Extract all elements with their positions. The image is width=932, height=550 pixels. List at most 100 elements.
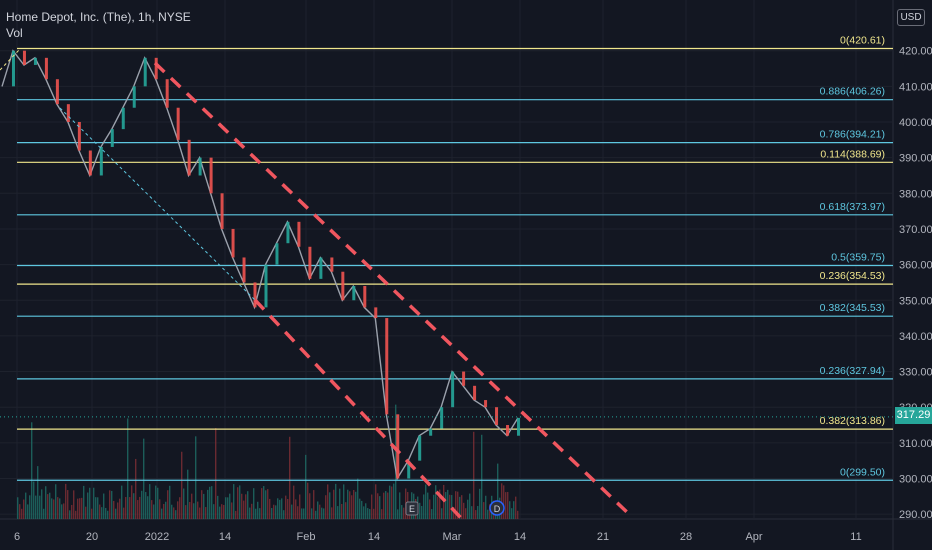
volume-bar bbox=[365, 503, 367, 519]
volume-bar bbox=[357, 478, 359, 519]
y-tick-label: 290.00 bbox=[899, 509, 932, 521]
volume-bar bbox=[197, 501, 199, 519]
candle-body bbox=[176, 107, 180, 140]
volume-bar bbox=[445, 492, 447, 519]
volume-bar bbox=[77, 498, 79, 519]
volume-bar bbox=[81, 497, 83, 519]
volume-bar bbox=[25, 492, 27, 519]
volume-bar bbox=[163, 503, 165, 519]
fib-level-label: 0.236(354.53) bbox=[820, 270, 885, 282]
volume-bar bbox=[379, 496, 381, 519]
volume-bar bbox=[175, 510, 177, 519]
candle-body bbox=[330, 257, 334, 272]
candle-body bbox=[99, 146, 103, 176]
chart-legend: Home Depot, Inc. (The), 1h, NYSE Vol bbox=[6, 9, 191, 41]
volume-bar bbox=[95, 497, 97, 519]
volume-bar bbox=[401, 505, 403, 519]
x-tick-label: 21 bbox=[597, 531, 609, 543]
volume-bar bbox=[159, 499, 161, 519]
volume-bar bbox=[431, 509, 433, 519]
volume-bar bbox=[29, 495, 31, 519]
fib-level-label: 0.114(388.69) bbox=[820, 148, 885, 160]
dividend-marker-icon bbox=[489, 500, 505, 516]
volume-bar bbox=[433, 494, 435, 519]
volume-bar bbox=[517, 510, 519, 519]
volume-bar bbox=[181, 451, 183, 519]
volume-bar bbox=[483, 502, 485, 519]
volume-bar bbox=[453, 507, 455, 519]
volume-bar bbox=[79, 498, 81, 519]
volume-bar bbox=[225, 497, 227, 519]
volume-bar bbox=[423, 494, 425, 519]
volume-bar bbox=[435, 485, 437, 519]
x-tick-label: 14 bbox=[219, 531, 231, 543]
volume-bar bbox=[275, 505, 277, 519]
fib-level-label: 0(420.61) bbox=[840, 35, 885, 47]
volume-bar bbox=[439, 489, 441, 519]
y-tick-label: 370.00 bbox=[899, 224, 932, 236]
candle-body bbox=[374, 307, 378, 319]
candle-body bbox=[143, 57, 147, 87]
volume-bar bbox=[397, 509, 399, 519]
volume-bar bbox=[485, 495, 487, 519]
volume-bar bbox=[345, 502, 347, 519]
volume-bar bbox=[153, 504, 155, 519]
volume-bar bbox=[23, 499, 25, 519]
volume-bar bbox=[325, 495, 327, 519]
volume-bar bbox=[341, 504, 343, 519]
volume-bar bbox=[321, 507, 323, 519]
volume-bar bbox=[99, 504, 101, 519]
volume-bar bbox=[43, 508, 45, 519]
volume-bar bbox=[59, 498, 61, 519]
volume-bar bbox=[53, 499, 55, 519]
volume-bar bbox=[47, 494, 49, 519]
volume-bar bbox=[223, 504, 225, 519]
volume-bar bbox=[229, 493, 231, 519]
candle-body bbox=[220, 193, 224, 229]
volume-bar bbox=[363, 506, 365, 519]
volume-bar bbox=[459, 496, 461, 519]
volume-bar bbox=[477, 506, 479, 519]
volume-bar bbox=[57, 497, 59, 519]
candle-body bbox=[132, 86, 136, 108]
volume-bar bbox=[51, 498, 53, 519]
volume-bar bbox=[305, 454, 307, 519]
volume-bar bbox=[367, 508, 369, 519]
x-tick-label: 6 bbox=[14, 531, 20, 543]
volume-bar bbox=[273, 504, 275, 519]
currency-button[interactable]: USD bbox=[897, 9, 925, 26]
volume-bar bbox=[425, 484, 427, 519]
volume-bar bbox=[403, 507, 405, 519]
earnings-marker-icon bbox=[405, 501, 419, 516]
volume-bar bbox=[373, 508, 375, 519]
volume-bar bbox=[501, 483, 503, 519]
volume-bar bbox=[63, 503, 65, 519]
volume-bar bbox=[145, 492, 147, 519]
candle-body bbox=[506, 425, 510, 436]
volume-bar bbox=[83, 485, 85, 519]
volume-bar bbox=[267, 489, 269, 519]
volume-bar bbox=[319, 504, 321, 519]
volume-bar bbox=[155, 485, 157, 519]
volume-bar bbox=[311, 508, 313, 519]
candle-body bbox=[440, 407, 444, 429]
volume-bar bbox=[353, 489, 355, 519]
candle-body bbox=[88, 150, 92, 176]
symbol-title: Home Depot, Inc. (The), 1h, NYSE bbox=[6, 10, 191, 24]
volume-bar bbox=[327, 484, 329, 519]
volume-bar bbox=[323, 508, 325, 519]
fib-trend-line bbox=[0, 48, 21, 71]
volume-bar bbox=[469, 493, 471, 519]
volume-bar bbox=[177, 501, 179, 519]
fib-level-label: 0(299.50) bbox=[840, 466, 885, 478]
volume-bar bbox=[287, 498, 289, 519]
fib-level-label: 0.786(394.21) bbox=[820, 129, 885, 141]
volume-bar bbox=[359, 498, 361, 519]
candle-body bbox=[231, 228, 235, 258]
fib-trend-line bbox=[59, 107, 256, 301]
volume-bar bbox=[149, 484, 151, 519]
volume-bar bbox=[139, 496, 141, 519]
volume-bar bbox=[487, 509, 489, 519]
candle-body bbox=[473, 385, 477, 401]
